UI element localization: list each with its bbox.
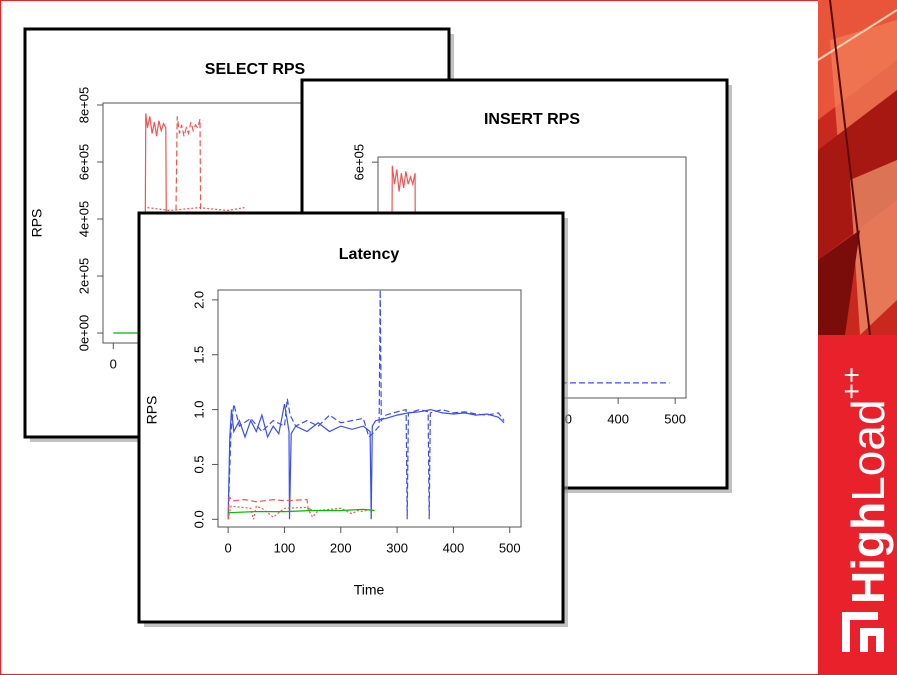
brand-strip	[817, 0, 897, 675]
brand-bold: High	[842, 502, 894, 604]
logo-part	[842, 612, 850, 652]
brand-light: Load	[842, 399, 894, 501]
x-tick-label: 0	[225, 540, 232, 555]
x-tick-label: 500	[664, 411, 686, 426]
logo-part	[876, 628, 884, 652]
brand-logo	[842, 612, 884, 652]
strip-shape	[850, 160, 897, 335]
y-tick-label: 0.0	[191, 510, 206, 528]
series-line	[227, 289, 505, 520]
chart-title: INSERT RPS	[484, 111, 580, 128]
strip-line	[829, 0, 871, 336]
series-line	[227, 496, 313, 520]
series-line	[175, 116, 202, 211]
chart-panel: Latency RPS Time 0.0 0.5 1.0 1.5 2.0 0 100 200 300 4…	[137, 211, 568, 627]
y-tick-label: 2.0	[191, 291, 206, 309]
brand-name: HighLoad++	[836, 367, 894, 604]
x-tick-label: 300	[386, 540, 408, 555]
y-tick-label: 1.5	[191, 346, 206, 364]
x-tick-label: 500	[499, 540, 521, 555]
chart-title: SELECT RPS	[205, 61, 306, 78]
series-line	[390, 165, 417, 383]
series-line	[144, 113, 168, 334]
charts: SELECT RPS RPS 0e+00 2e+05 4e+05 6e+05 8e+05 0 I…	[23, 27, 732, 627]
panel	[137, 211, 565, 624]
y-tick-label: 1.0	[191, 401, 206, 419]
y-tick-label: 0e+00	[76, 315, 91, 352]
x-tick-label: 400	[443, 540, 465, 555]
chart-title: Latency	[339, 246, 400, 263]
y-tick-label: 4e+05	[76, 201, 91, 238]
x-axis-title: Time	[354, 582, 385, 598]
x-tick-label: 0	[110, 356, 117, 371]
logo-part	[842, 612, 878, 620]
series-line	[227, 505, 370, 520]
y-tick-label: 0.5	[191, 455, 206, 473]
x-tick-label: 400	[607, 411, 629, 426]
brand-sup: ++	[836, 367, 867, 400]
strip-line	[817, 9, 897, 61]
y-axis-title: RPS	[144, 396, 160, 425]
y-axis-title: RPS	[29, 209, 45, 238]
plot-box	[217, 289, 522, 528]
y-tick-label: 6e+05	[351, 144, 366, 181]
y-tick-label: 6e+05	[76, 144, 91, 181]
strip-shape	[818, 230, 860, 335]
x-tick-label: 200	[330, 540, 352, 555]
y-tick-label: 2e+05	[76, 258, 91, 295]
series-line	[228, 508, 375, 514]
logo-part	[860, 628, 884, 636]
x-tick-label: 100	[274, 540, 296, 555]
y-tick-label: 8e+05	[76, 87, 91, 124]
strip-shape	[818, 90, 897, 260]
logo-part	[860, 628, 868, 652]
